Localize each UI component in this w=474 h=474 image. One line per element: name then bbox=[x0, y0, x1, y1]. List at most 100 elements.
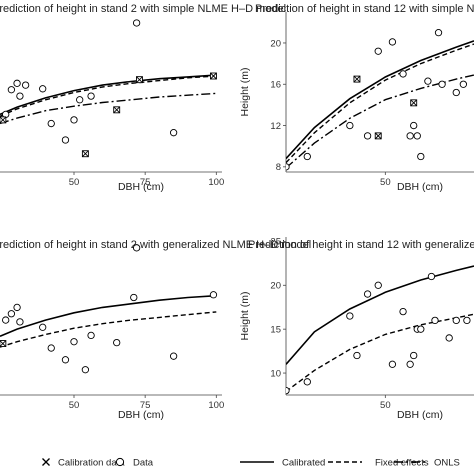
fixed-curve bbox=[0, 75, 217, 117]
data-point bbox=[417, 152, 425, 161]
data-point bbox=[445, 334, 453, 342]
chart-panel-2: 50 8 12 16 20 Prediction of height in stand 1… bbox=[239, 3, 474, 193]
legend-label: Calibrated bbox=[282, 458, 325, 469]
y-tick-label: 16 bbox=[270, 80, 281, 91]
chart-title: Prediction of height in stand 2 with sim… bbox=[0, 3, 286, 15]
data-point bbox=[113, 338, 121, 347]
fixed-curve bbox=[286, 43, 474, 164]
legend-item-onls: ONLS bbox=[394, 458, 460, 469]
calibration-point bbox=[353, 75, 361, 83]
data-point bbox=[87, 92, 95, 100]
data-point bbox=[47, 119, 55, 128]
legend: Calibration data Data Calibrated Fixed effe… bbox=[42, 457, 460, 469]
calibration-point bbox=[0, 340, 7, 347]
legend-label: ONLS bbox=[434, 458, 460, 469]
plot-area bbox=[0, 19, 217, 158]
y-tick-label: 20 bbox=[270, 281, 281, 292]
data-point bbox=[130, 293, 138, 302]
data-point bbox=[410, 351, 418, 360]
data-point bbox=[169, 129, 178, 137]
data-point bbox=[21, 81, 30, 89]
chart-title: Prediction of height in stand 12 with ge… bbox=[248, 239, 474, 251]
calibration-point bbox=[81, 150, 89, 158]
data-point bbox=[7, 310, 16, 318]
x-axis-label: DBH (cm) bbox=[397, 409, 443, 421]
y-tick-label: 25 bbox=[270, 237, 281, 248]
data-point bbox=[13, 303, 21, 312]
data-point bbox=[303, 152, 311, 161]
x-tick-label: 100 bbox=[208, 177, 224, 188]
data-point bbox=[39, 85, 47, 93]
data-point bbox=[417, 325, 425, 333]
y-tick-label: 20 bbox=[270, 38, 281, 49]
data-point bbox=[459, 80, 468, 88]
data-point bbox=[424, 77, 432, 85]
data-point bbox=[286, 163, 290, 171]
data-point bbox=[434, 28, 443, 37]
data-point bbox=[406, 360, 414, 368]
data-point bbox=[81, 366, 90, 374]
data-point bbox=[452, 316, 460, 325]
plot-area bbox=[286, 265, 474, 395]
data-point bbox=[87, 331, 95, 340]
x-tick-label: 100 bbox=[208, 400, 224, 411]
x-tick-label: 50 bbox=[380, 400, 391, 411]
data-point bbox=[132, 19, 141, 27]
data-point bbox=[388, 360, 397, 368]
chart-title: Prediction of height in stand 12 with si… bbox=[255, 3, 474, 15]
legend-item-calibrated: Calibrated bbox=[240, 458, 325, 469]
calibrated-curve bbox=[286, 265, 474, 365]
data-point bbox=[346, 121, 354, 130]
legend-label: Fixed effects bbox=[375, 458, 429, 469]
onls-curve bbox=[0, 92, 217, 125]
onls-curve bbox=[286, 74, 474, 169]
data-point bbox=[452, 88, 460, 97]
data-point bbox=[7, 86, 16, 94]
x-tick-label: 75 bbox=[140, 177, 151, 188]
fixed-curve bbox=[0, 311, 217, 348]
chart-panel-3: 50 75 100 Prediction of height in stand 2 w… bbox=[0, 239, 311, 421]
y-tick-label: 8 bbox=[276, 162, 281, 173]
data-point bbox=[431, 316, 439, 325]
data-point bbox=[16, 92, 24, 100]
y-axis-label: Height (m) bbox=[239, 67, 251, 116]
legend-item-data: Data bbox=[115, 457, 154, 469]
fixed-curve bbox=[286, 313, 474, 393]
data-point bbox=[169, 352, 178, 360]
x-axis-label: DBH (cm) bbox=[118, 181, 164, 193]
data-point bbox=[413, 132, 421, 140]
plot-area bbox=[0, 244, 218, 374]
data-point bbox=[39, 323, 47, 331]
calibration-point bbox=[136, 76, 143, 84]
circle-icon bbox=[115, 457, 125, 467]
data-point bbox=[353, 351, 361, 360]
x-tick-label: 75 bbox=[140, 400, 151, 411]
calibration-point bbox=[210, 72, 217, 80]
plot-area bbox=[286, 28, 474, 171]
legend-label: Data bbox=[133, 458, 154, 469]
data-point bbox=[2, 316, 10, 324]
calibrated-curve bbox=[286, 40, 474, 160]
legend-label: Calibration data bbox=[58, 458, 125, 469]
x-axis-label: DBH (cm) bbox=[118, 409, 164, 421]
x-axis-label: DBH (cm) bbox=[397, 181, 443, 193]
data-point bbox=[438, 80, 446, 88]
y-tick-label: 12 bbox=[270, 121, 281, 132]
y-tick-label: 10 bbox=[270, 368, 281, 379]
chart-title: Prediction of height in stand 2 with gen… bbox=[0, 239, 311, 251]
legend-item-fixed-effects: Fixed effects bbox=[328, 458, 429, 469]
data-point bbox=[61, 356, 70, 364]
data-point bbox=[463, 316, 471, 325]
data-point bbox=[70, 338, 78, 346]
data-point bbox=[209, 291, 218, 299]
x-tick-label: 50 bbox=[380, 177, 391, 188]
data-point bbox=[303, 378, 311, 386]
data-point bbox=[16, 318, 24, 326]
y-tick-label: 15 bbox=[270, 324, 281, 335]
data-point bbox=[388, 38, 397, 46]
data-point bbox=[47, 344, 55, 352]
data-point bbox=[346, 312, 354, 320]
calibration-point bbox=[113, 106, 121, 114]
